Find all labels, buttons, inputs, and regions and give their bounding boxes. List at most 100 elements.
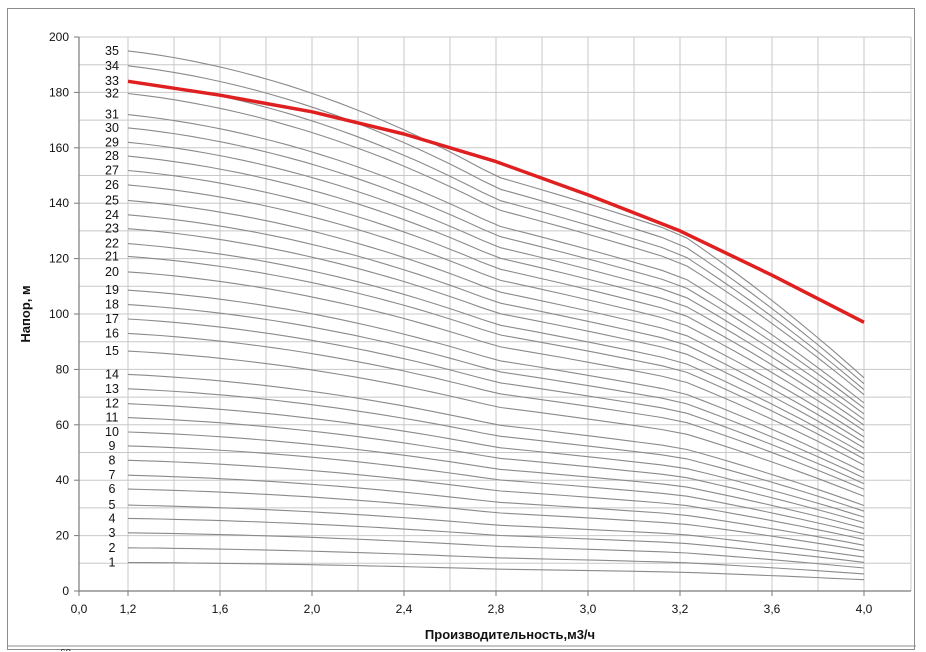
highlight-curve-group [127, 79, 865, 324]
stage-label-9: 9 [109, 439, 116, 453]
stage-curve-2 [127, 547, 865, 575]
stage-curve-20 [127, 271, 865, 466]
x-tick-label: 2,8 [488, 602, 505, 616]
stage-curve-23 [127, 228, 865, 449]
stage-curve-11 [127, 417, 865, 524]
x-tick-label: 2,0 [304, 602, 321, 616]
stage-curve-7 [127, 474, 865, 546]
stage-label-31: 31 [105, 108, 119, 122]
stage-label-11: 11 [106, 411, 119, 425]
stage-label-21: 21 [105, 249, 119, 263]
stage-curve-21 [127, 255, 865, 460]
x-tick-label: 3,2 [672, 602, 689, 616]
stage-label-15: 15 [105, 344, 119, 358]
chart-frame: 0,0 1,2 1,6 2,0 2,4 2,8 3,0 3,2 3,6 4,0 0 20 40 60 80… [7, 8, 916, 651]
stage-label-30: 30 [105, 121, 119, 135]
stage-label-4: 4 [109, 511, 116, 525]
x-tick-label: 1,2 [120, 602, 137, 616]
stage-label-28: 28 [105, 149, 119, 163]
stage-label-23: 23 [105, 222, 119, 236]
stage-label-14: 14 [105, 367, 119, 381]
stage-curve-16 [127, 332, 865, 490]
stage-label-32: 32 [105, 87, 119, 101]
stage-curve-13 [127, 388, 865, 512]
stage-label-27: 27 [105, 164, 119, 178]
stage-curve-8 [127, 459, 865, 540]
stage-curve-5 [127, 504, 865, 558]
stage-curve-18 [127, 304, 865, 479]
stage-curve-26 [127, 184, 865, 432]
y-tick-label: 20 [56, 529, 70, 543]
stage-label-22: 22 [105, 237, 119, 251]
stage-label-29: 29 [105, 135, 119, 149]
stage-curve-3 [127, 532, 865, 569]
stage-curve-31 [127, 114, 865, 404]
stage-label-25: 25 [105, 193, 119, 207]
x-tick-label: 1,6 [212, 602, 229, 616]
y-tick-label: 100 [49, 307, 69, 321]
x-tick-label: 4,0 [856, 602, 873, 616]
stage-curve-1 [127, 561, 865, 581]
stage-curve-25 [127, 199, 865, 438]
x-axis-title: Производительность,м3/ч [425, 627, 595, 642]
y-tick-label: 180 [49, 85, 69, 99]
stage-label-24: 24 [105, 208, 119, 222]
stage-curve-6 [127, 488, 865, 552]
stage-label-17: 17 [105, 312, 119, 326]
stage-label-33: 33 [105, 74, 119, 88]
y-tick-label: 40 [56, 473, 70, 487]
stage-curve-12 [127, 403, 865, 518]
stage-label-35: 35 [105, 44, 119, 58]
stage-curve-34 [127, 65, 865, 385]
x-tick-label: 2,4 [396, 602, 413, 616]
stage-curve-35 [127, 50, 865, 379]
stage-label-16: 16 [105, 326, 119, 340]
stage-label-19: 19 [105, 283, 119, 297]
y-tick-label: 160 [49, 141, 69, 155]
stage-label-8: 8 [109, 453, 116, 467]
x-tick-label: 0,0 [71, 602, 88, 616]
stage-label-12: 12 [105, 397, 119, 411]
stage-label-10: 10 [105, 425, 119, 439]
stage-curve-24 [127, 214, 865, 443]
stage-label-18: 18 [105, 298, 119, 312]
x-tick-label: 3,0 [580, 602, 597, 616]
stage-curves [127, 50, 865, 581]
stage-curve-30 [127, 127, 865, 409]
stage-curve-9 [127, 445, 865, 535]
stage-curve-29 [127, 141, 865, 415]
y-tick-label: 140 [49, 196, 69, 210]
stage-label-7: 7 [109, 468, 116, 482]
stage-label-3: 3 [109, 526, 116, 540]
stage-curve-27 [127, 169, 865, 426]
stage-label-34: 34 [105, 59, 119, 73]
stage-curve-15 [127, 350, 865, 497]
y-tick-label: 200 [49, 30, 69, 44]
x-tick-labels: 0,0 1,2 1,6 2,0 2,4 2,8 3,0 3,2 3,6 4,0 [71, 591, 873, 616]
footer-text: 60 [60, 648, 72, 651]
y-tick-labels: 0 20 40 60 80 100 120 140 160 180 200 [49, 30, 79, 598]
pump-curve-chart: 0,0 1,2 1,6 2,0 2,4 2,8 3,0 3,2 3,6 4,0 020406080… [8, 30, 916, 651]
stage-label-13: 13 [105, 382, 119, 396]
stage-curve-32 [127, 92, 865, 396]
y-tick-label: 60 [56, 418, 70, 432]
stage-label-26: 26 [105, 178, 119, 192]
stage-curve-19 [127, 289, 865, 473]
grid [79, 36, 912, 592]
stage-curve-10 [127, 431, 865, 529]
stage-labels: 1234567891011121314151617181920212223242… [105, 44, 119, 570]
y-tick-label: 120 [49, 252, 69, 266]
stage-label-20: 20 [105, 265, 119, 279]
x-tick-label: 3,6 [764, 602, 781, 616]
y-tick-label: 0 [62, 584, 69, 598]
highlight-curve-33 [127, 79, 865, 324]
stage-curve-17 [127, 318, 865, 485]
stage-label-6: 6 [109, 482, 116, 496]
stage-label-2: 2 [109, 541, 116, 555]
stage-curve-14 [127, 373, 865, 507]
stage-curve-28 [127, 155, 865, 420]
stage-curve-4 [127, 517, 865, 563]
stage-curve-22 [127, 243, 865, 455]
y-tick-label: 80 [56, 362, 70, 376]
stage-label-5: 5 [109, 498, 116, 512]
